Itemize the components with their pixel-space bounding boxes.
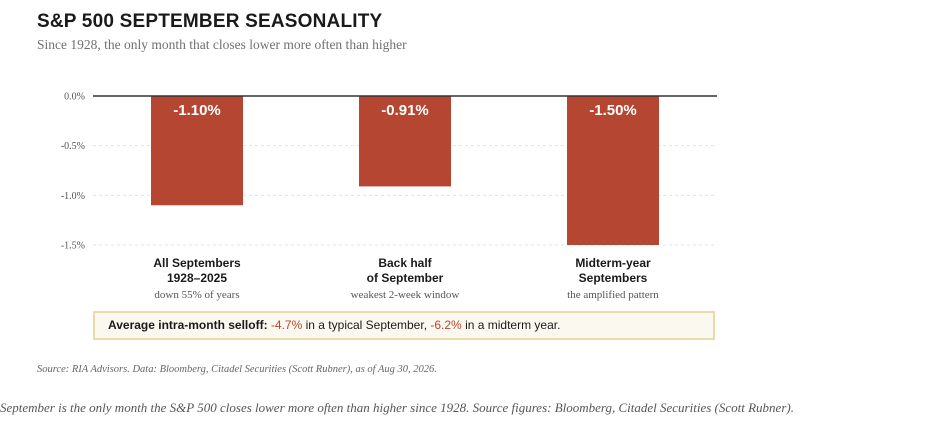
chart-source: Source: RIA Advisors. Data: Bloomberg, C… xyxy=(37,364,437,375)
y-tick-label: -0.5% xyxy=(61,141,85,152)
category-label-group: Back half of September weakest 2-week win… xyxy=(305,256,505,301)
callout-mid-text: in a typical September, xyxy=(305,318,428,332)
y-tick-label: -1.5% xyxy=(61,241,85,252)
category-sublabel: the amplified pattern xyxy=(567,289,659,301)
category-label-group: Midterm-year Septembers the amplified pat… xyxy=(513,256,713,301)
bar-value-label: -1.50% xyxy=(589,102,637,119)
figure-caption: September is the only month the S&P 500 … xyxy=(0,400,794,415)
bar xyxy=(567,96,659,245)
chart-subtitle: Since 1928, the only month that closes l… xyxy=(37,37,407,52)
y-tick-label: -1.0% xyxy=(61,191,85,202)
callout-midterm-value: -6.2% xyxy=(430,318,462,332)
chart-title: S&P 500 SEPTEMBER SEASONALITY xyxy=(37,11,383,32)
selloff-callout: Average intra-month selloff: -4.7% in a … xyxy=(93,311,715,340)
category-label: Midterm-year Septembers xyxy=(575,256,651,285)
category-sublabel: weakest 2-week window xyxy=(350,289,460,301)
y-axis-ticks: 0.0% -0.5% -1.0% -1.5% xyxy=(61,92,85,252)
bar-value-labels: -1.10% -0.91% -1.50% xyxy=(173,102,637,119)
callout-lead: Average intra-month selloff: xyxy=(108,318,268,332)
category-label-group: All Septembers 1928–2025 down 55% of year… xyxy=(97,256,297,301)
bar xyxy=(151,96,243,206)
callout-typical-value: -4.7% xyxy=(270,318,303,332)
bar-chart: 0.0% -0.5% -1.0% -1.5% -1.10% -0.91% -1.50% xyxy=(61,92,717,252)
category-label: Back half of September xyxy=(366,256,444,285)
y-tick-label: 0.0% xyxy=(64,92,85,103)
category-sublabel: down 55% of years xyxy=(154,289,240,301)
callout-tail-text: in a midterm year. xyxy=(465,318,561,332)
bars xyxy=(151,96,659,245)
category-label: All Septembers 1928–2025 xyxy=(153,256,241,285)
bar-value-label: -1.10% xyxy=(173,102,221,119)
bar xyxy=(359,96,451,187)
bar-value-label: -0.91% xyxy=(381,102,429,119)
